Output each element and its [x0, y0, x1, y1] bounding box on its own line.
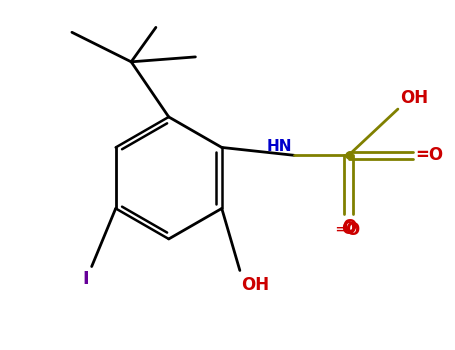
Text: I: I — [83, 270, 90, 288]
Text: ═O: ═O — [336, 221, 361, 239]
Text: O: O — [341, 219, 356, 238]
Text: O: O — [342, 218, 357, 236]
Text: OH: OH — [241, 276, 269, 294]
Text: HN: HN — [267, 139, 292, 154]
Text: =O: =O — [415, 146, 443, 164]
Text: OH: OH — [400, 89, 428, 107]
